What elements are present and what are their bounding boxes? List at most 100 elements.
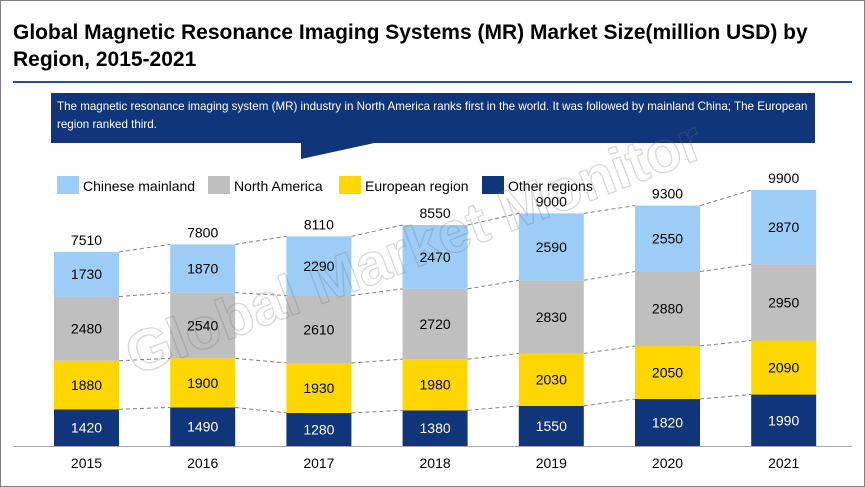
bar-segment	[54, 360, 119, 410]
total-label: 9300	[652, 186, 683, 202]
bar-segment	[54, 409, 119, 446]
bar-segment	[402, 224, 468, 289]
legend-label: North America	[234, 178, 323, 194]
bar-segment	[170, 292, 236, 359]
connector-line	[699, 340, 752, 347]
connector-line	[467, 212, 519, 226]
connector-line	[118, 243, 171, 253]
bar-segment	[402, 410, 468, 446]
connector-line	[351, 358, 403, 364]
bar-value-label: 1930	[303, 380, 334, 396]
x-axis-tick-labels: 2015 2016 2017 2018 2019 2020 2021	[71, 455, 800, 471]
connector-line	[351, 224, 403, 237]
bar-value-label: 2030	[536, 372, 567, 388]
bar-segment	[751, 394, 817, 446]
bar-value-label: 2470	[420, 249, 451, 265]
bar-value-label: 1880	[71, 377, 102, 393]
bar-value-label: 2610	[303, 321, 334, 337]
chart-title: Global Magnetic Resonance Imaging System…	[13, 21, 808, 71]
x-tick-label: 2016	[187, 455, 218, 471]
bar-segment	[170, 358, 236, 408]
total-label: 9900	[768, 170, 799, 186]
chart-legend: Chinese mainland North America European re…	[57, 176, 593, 194]
legend-label: Chinese mainland	[83, 178, 195, 194]
bar-value-label: 1380	[420, 420, 451, 436]
connector-line	[118, 406, 171, 410]
bar-segment	[518, 353, 584, 406]
bar-segment	[286, 236, 352, 296]
connector-line	[235, 406, 287, 414]
connector-line	[235, 292, 287, 297]
title-divider	[13, 81, 852, 83]
bar-value-label: 1900	[187, 375, 218, 391]
bar-segment	[751, 264, 817, 341]
bar-value-label: 1870	[187, 261, 218, 277]
legend-swatch	[339, 176, 361, 194]
connector-line	[235, 357, 287, 364]
connector-line	[351, 409, 403, 414]
x-tick-label: 2019	[536, 455, 567, 471]
bar-stacks: 1420 1880 2480 1730 7510 1490 1900 2540 1870 7800…	[54, 170, 817, 446]
connector-line	[351, 288, 403, 297]
bar-segment	[635, 398, 700, 446]
bar-segment	[635, 345, 700, 399]
legend-swatch	[208, 176, 230, 194]
connector-line	[467, 405, 519, 411]
bar-segment	[286, 412, 352, 446]
connector-line	[583, 345, 636, 354]
connector-line	[583, 271, 636, 281]
dashed-connector-lines	[118, 189, 752, 414]
bar-segment	[518, 405, 584, 446]
bar-segment	[751, 340, 817, 395]
bar-value-label: 2720	[420, 316, 451, 332]
bar-value-label: 2590	[536, 239, 567, 255]
bar-segment	[170, 407, 236, 446]
bar-value-label: 1980	[420, 377, 451, 393]
bar-value-label: 2540	[187, 318, 218, 334]
x-tick-label: 2015	[71, 455, 102, 471]
bar-value-label: 1280	[303, 421, 334, 437]
bar-value-label: 2290	[303, 258, 334, 274]
bar-value-label: 2830	[536, 309, 567, 325]
bar-segment	[518, 280, 584, 354]
bar-segment	[286, 363, 352, 413]
bar-value-label: 2550	[652, 231, 683, 247]
connector-line	[118, 292, 171, 298]
bar-value-label: 2870	[768, 219, 799, 235]
legend-swatch	[482, 176, 504, 194]
callout-text: The magnetic resonance imaging system (M…	[57, 100, 808, 131]
bar-value-label: 1730	[71, 266, 102, 282]
bar-value-label: 1990	[768, 412, 799, 428]
legend-label: European region	[365, 178, 469, 194]
connector-line	[583, 398, 636, 407]
connector-line	[583, 205, 636, 214]
total-label: 9000	[536, 193, 567, 209]
bar-segment	[286, 295, 352, 364]
bar-segment	[54, 251, 119, 297]
total-label: 8110	[304, 216, 334, 232]
bar-value-label: 2090	[768, 360, 799, 376]
bar-value-label: 1820	[652, 414, 683, 430]
bar-value-label: 1490	[187, 419, 218, 435]
total-label: 7800	[187, 224, 218, 240]
bar-segment	[54, 296, 119, 361]
bar-segment	[402, 359, 468, 411]
bar-value-label: 2880	[652, 301, 683, 317]
bar-segment	[402, 288, 468, 360]
x-tick-label: 2020	[652, 455, 683, 471]
bar-segment	[635, 271, 700, 346]
callout-box	[51, 93, 815, 143]
bar-segment	[518, 213, 584, 281]
legend-swatch	[57, 176, 79, 194]
bar-value-label: 1550	[536, 418, 567, 434]
bar-segment	[170, 244, 236, 293]
x-tick-label: 2018	[420, 455, 451, 471]
total-label: 8550	[420, 205, 451, 221]
x-tick-label: 2021	[768, 455, 799, 471]
x-tick-label: 2017	[303, 455, 334, 471]
connector-line	[699, 263, 752, 273]
connector-line	[118, 357, 171, 362]
bar-segment	[751, 190, 817, 265]
